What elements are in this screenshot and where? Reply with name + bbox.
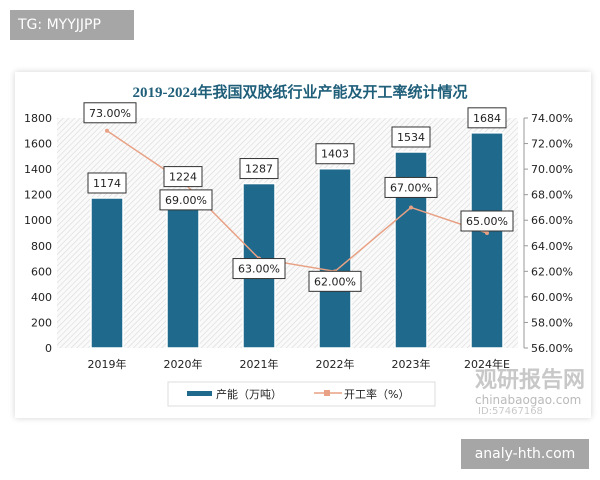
right-tick-label: 72.00% bbox=[531, 138, 573, 151]
left-tick-label: 1600 bbox=[24, 138, 52, 151]
line-data-label-box bbox=[83, 102, 137, 124]
tg-badge: TG: MYYJJPP bbox=[10, 10, 134, 40]
bar-data-label-box bbox=[467, 107, 507, 129]
x-tick-label: 2024年E bbox=[464, 357, 510, 371]
legend bbox=[167, 381, 436, 407]
left-tick-label: 1800 bbox=[24, 112, 52, 125]
watermark-logo: 观研报告网 bbox=[475, 368, 585, 393]
x-tick-label: 2020年 bbox=[164, 357, 203, 371]
left-tick-label: 200 bbox=[31, 316, 52, 329]
right-tick-label: 58.00% bbox=[531, 316, 573, 329]
line-data-label-box bbox=[159, 189, 213, 211]
legend-line-marker bbox=[324, 390, 330, 396]
site-badge: analy-hth.com bbox=[461, 439, 589, 469]
bar-data-label-box bbox=[87, 172, 127, 194]
left-tick-label: 0 bbox=[45, 342, 52, 355]
line-data-label: 62.00% bbox=[314, 275, 356, 288]
bar bbox=[470, 132, 504, 349]
bar-data-label: 1534 bbox=[397, 131, 425, 144]
line-data-label-box bbox=[232, 258, 286, 280]
line-data-label-box bbox=[308, 270, 362, 292]
bar bbox=[90, 197, 124, 349]
line-data-label: 63.00% bbox=[238, 263, 280, 276]
bar-data-label: 1287 bbox=[245, 163, 273, 176]
right-tick-label: 68.00% bbox=[531, 189, 573, 202]
line-point bbox=[105, 128, 109, 133]
right-tick-label: 64.00% bbox=[531, 240, 573, 253]
right-tick-label: 60.00% bbox=[531, 291, 573, 304]
right-tick-label: 74.00% bbox=[531, 112, 573, 125]
line-data-label: 67.00% bbox=[390, 181, 432, 194]
watermark-id: ID:57467168 bbox=[478, 406, 543, 417]
bar-data-label-box bbox=[315, 143, 355, 165]
bar-data-label: 1403 bbox=[321, 148, 349, 161]
legend-line-label: 开工率（%） bbox=[344, 387, 409, 401]
left-tick-label: 1400 bbox=[24, 163, 52, 176]
left-tick-label: 1200 bbox=[24, 189, 52, 202]
x-tick-label: 2022年 bbox=[316, 357, 355, 371]
bar bbox=[318, 167, 352, 349]
left-tick-label: 800 bbox=[31, 240, 52, 253]
legend-bar-label: 产能（万吨） bbox=[216, 387, 282, 401]
line-data-label: 73.00% bbox=[89, 107, 131, 120]
line-data-label-box bbox=[384, 176, 438, 198]
left-tick-label: 1000 bbox=[24, 214, 52, 227]
chart-title: 2019-2024年我国双胶纸行业产能及开工率统计情况 bbox=[133, 83, 468, 101]
x-tick-label: 2023年 bbox=[392, 357, 431, 371]
legend-bar-swatch bbox=[187, 391, 212, 396]
left-tick-label: 600 bbox=[31, 265, 52, 278]
line-data-label: 69.00% bbox=[165, 194, 207, 207]
watermark-site: chinabaogao.com bbox=[475, 393, 581, 407]
right-tick-label: 70.00% bbox=[531, 163, 573, 176]
line-data-label: 65.00% bbox=[466, 215, 508, 228]
x-tick-label: 2019年 bbox=[88, 357, 127, 371]
bar bbox=[166, 190, 200, 349]
left-tick-label: 400 bbox=[31, 291, 52, 304]
bar-data-label-box bbox=[239, 158, 279, 180]
right-tick-label: 62.00% bbox=[531, 265, 573, 278]
x-tick-label: 2021年 bbox=[240, 357, 279, 371]
right-tick-label: 56.00% bbox=[531, 342, 573, 355]
bar-data-label-box bbox=[391, 126, 431, 148]
bar-data-label: 1224 bbox=[169, 171, 197, 184]
plot-area bbox=[57, 118, 518, 348]
bar-data-label: 1174 bbox=[93, 177, 121, 190]
bar-data-label-box bbox=[163, 166, 203, 188]
line-point bbox=[485, 231, 489, 235]
right-tick-label: 66.00% bbox=[531, 214, 573, 227]
line-data-label-box bbox=[460, 210, 514, 232]
bar-data-label: 1684 bbox=[473, 112, 501, 125]
line-point bbox=[409, 205, 413, 210]
